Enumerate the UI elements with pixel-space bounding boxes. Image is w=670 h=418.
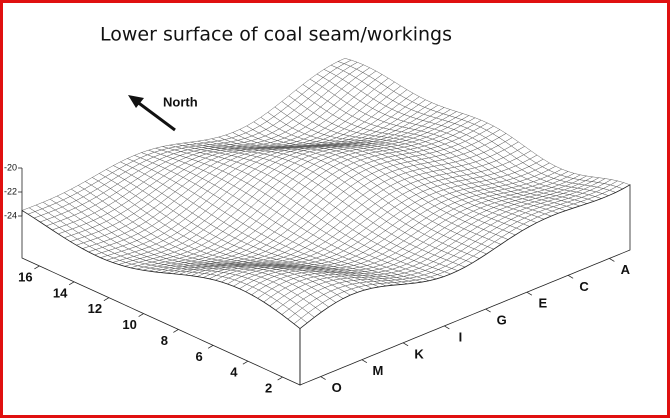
y-tick-label: A — [621, 262, 631, 277]
y-tick-label: G — [497, 313, 507, 328]
x-tick-label: 12 — [88, 301, 102, 316]
x-tick-label: 6 — [196, 349, 203, 364]
z-tick-label: -22 — [4, 186, 17, 196]
y-tick-label: C — [579, 279, 589, 294]
x-tick-label: 4 — [230, 365, 238, 380]
y-tick-label: M — [372, 363, 383, 378]
chart-title: Lower surface of coal seam/workings — [100, 24, 452, 46]
annotation: North — [163, 94, 198, 109]
x-tick-label: 2 — [265, 381, 272, 396]
z-tick-label: -24 — [4, 210, 17, 220]
x-tick-label: 10 — [122, 317, 136, 332]
y-tick-label: K — [414, 346, 424, 361]
page: {"chart_data": {"type": "surface", "titl… — [0, 0, 670, 418]
z-tick-label: -20 — [4, 162, 17, 172]
y-tick-label: I — [459, 329, 463, 344]
chart: Lower surface of coal seam/workings Nort… — [0, 0, 670, 418]
x-tick-label: 14 — [53, 285, 68, 300]
x-tick-label: 16 — [18, 269, 32, 284]
y-tick-label: E — [539, 296, 548, 311]
x-tick-label: 8 — [161, 333, 168, 348]
y-tick-label: O — [332, 380, 342, 395]
